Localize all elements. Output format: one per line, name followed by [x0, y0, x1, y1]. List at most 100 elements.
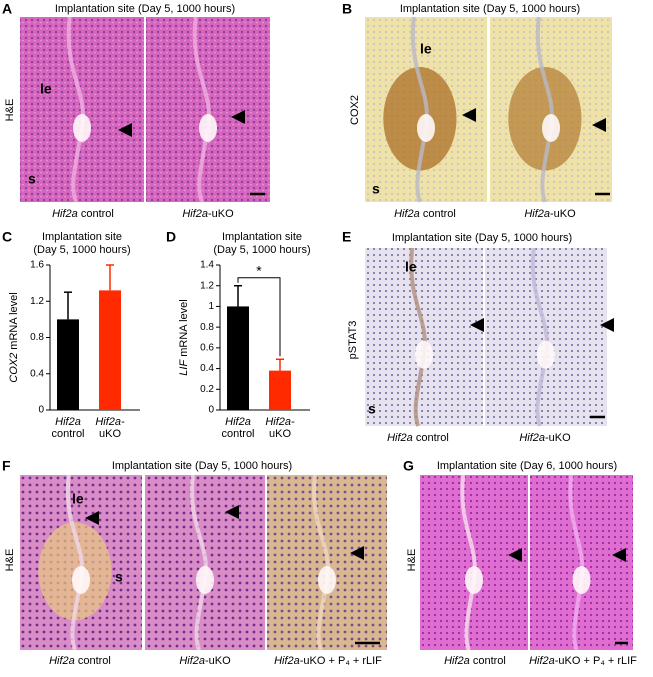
stain-label: H&E — [4, 99, 16, 122]
panel-label: F — [2, 458, 11, 474]
arrowhead — [592, 118, 606, 132]
caption-text: control — [75, 655, 111, 667]
panel-title: Implantation site (Day 5, 1000 hours) — [55, 3, 235, 15]
caption-text: control — [78, 208, 114, 220]
panel-title: Implantation site (Day 5, 1000 hours) — [392, 232, 572, 244]
caption-text: -uKO — [550, 208, 576, 220]
caption: Hif2a control — [444, 655, 506, 667]
lumen — [199, 114, 217, 142]
caption-gene: Hif2a — [529, 655, 555, 667]
arrowhead — [462, 108, 476, 122]
y-axis-label: LIF mRNA level — [178, 299, 190, 375]
lumen — [542, 114, 560, 142]
bar — [269, 370, 291, 410]
caption: Hif2a-uKO + P₄ + rLIF — [274, 655, 382, 667]
caption: Hif2a-uKO — [519, 432, 571, 444]
panel-label: G — [403, 458, 414, 474]
y-axis-label-text: mRNA level — [178, 299, 190, 360]
caption-gene: Hif2a — [182, 208, 208, 220]
panel-title: Implantation site (Day 5, 1000 hours) — [112, 460, 292, 472]
caption-gene: Hif2a — [52, 208, 78, 220]
annotation: s — [368, 401, 376, 417]
bar — [99, 290, 121, 410]
y-tick-label: 1.4 — [200, 260, 214, 271]
lumen — [572, 566, 591, 594]
y-tick-label: 1.6 — [30, 260, 44, 271]
annotation: le — [420, 41, 432, 57]
caption-gene: Hif2a — [519, 432, 545, 444]
caption-gene: Hif2a — [387, 432, 413, 444]
stain-label: pSTAT3 — [347, 321, 359, 360]
annotation: le — [40, 81, 52, 97]
caption: Hif2a control — [394, 208, 456, 220]
panel-label: E — [342, 229, 351, 245]
x-tick-label: uKO — [99, 428, 121, 440]
caption-gene: Hif2a — [179, 655, 205, 667]
arrowhead — [85, 511, 99, 525]
lumen — [417, 114, 435, 142]
caption-text: control — [470, 655, 506, 667]
stain-label: H&E — [4, 549, 16, 572]
panel-label: C — [2, 229, 12, 245]
caption: Hif2a-uKO + P₄ + rLIF — [529, 655, 637, 667]
caption-gene: Hif2a — [524, 208, 550, 220]
x-tick-label: uKO — [269, 428, 291, 440]
y-tick-label: 0.4 — [30, 368, 44, 379]
panel-label: D — [166, 229, 176, 245]
arrowhead — [350, 546, 364, 560]
chart-title: (Day 5, 1000 hours) — [213, 244, 310, 256]
y-tick-label: 1.2 — [30, 296, 44, 307]
annotation: s — [28, 171, 36, 187]
caption-text: control — [420, 208, 456, 220]
panel-label: B — [342, 1, 352, 17]
micrographs — [20, 16, 633, 651]
significance-marker: * — [256, 262, 262, 278]
caption-text: control — [413, 432, 449, 444]
panel-title: Implantation site (Day 6, 1000 hours) — [437, 460, 617, 472]
caption: Hif2a control — [387, 432, 449, 444]
lumen — [73, 114, 91, 142]
lumen — [465, 566, 483, 594]
bar — [57, 319, 79, 410]
y-axis-label-text: mRNA level — [8, 292, 20, 353]
y-tick-label: 0.2 — [200, 384, 214, 395]
x-tick-label: Hif2a- — [95, 416, 125, 428]
panel-title: Implantation site (Day 5, 1000 hours) — [400, 3, 580, 15]
x-tick-label: control — [51, 428, 84, 440]
caption-gene: Hif2a — [274, 655, 300, 667]
annotation: le — [405, 259, 417, 275]
caption: Hif2a-uKO — [182, 208, 234, 220]
caption: Hif2a-uKO — [524, 208, 576, 220]
panel-label: A — [2, 1, 12, 17]
arrowhead — [231, 110, 245, 124]
y-tick-label: 1.2 — [200, 280, 214, 291]
chart-title: Implantation site — [222, 231, 302, 243]
caption-gene: Hif2a — [49, 655, 75, 667]
chart-title: Implantation site — [42, 231, 122, 243]
y-tick-label: 1 — [208, 301, 214, 312]
y-tick-label: 0.4 — [200, 363, 214, 374]
lumen — [196, 566, 214, 594]
y-axis-label: COX2 mRNA level — [8, 292, 20, 383]
x-tick-label: control — [221, 428, 254, 440]
caption: Hif2a-uKO — [179, 655, 231, 667]
arrowhead — [118, 123, 132, 137]
annotation: s — [115, 569, 123, 585]
stain-label: COX2 — [349, 95, 361, 125]
y-tick-label: 0.8 — [30, 332, 44, 343]
bar — [227, 306, 249, 410]
arrowhead — [600, 318, 614, 332]
arrowhead — [470, 318, 484, 332]
x-tick-label: Hif2a — [55, 416, 81, 428]
stain-label: H&E — [406, 549, 418, 572]
y-tick-label: 0.8 — [200, 322, 214, 333]
annotation: s — [372, 181, 380, 197]
caption-text: -uKO + P₄ + rLIF — [555, 655, 637, 667]
chart-title: (Day 5, 1000 hours) — [33, 244, 130, 256]
caption: Hif2a control — [49, 655, 111, 667]
significance-bracket — [237, 277, 281, 357]
arrowhead — [508, 548, 522, 562]
lumen — [318, 566, 336, 594]
lumen — [72, 566, 90, 594]
